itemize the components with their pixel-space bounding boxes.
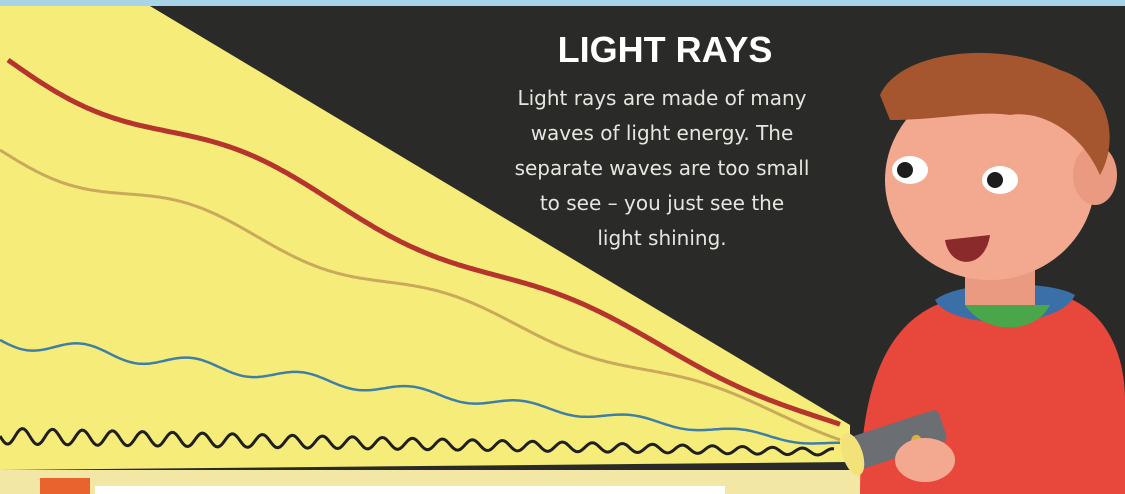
info-box: [95, 486, 725, 494]
text-line: Light rays are made of many: [517, 86, 806, 110]
text-line: to see – you just see the: [540, 191, 784, 215]
illustration: LIGHT RAYS Light rays are made of many wa…: [0, 0, 1125, 494]
top-strip: [0, 0, 1125, 6]
page: LIGHT RAYS Light rays are made of many wa…: [0, 0, 1125, 494]
title: LIGHT RAYS: [558, 29, 773, 70]
pupil: [987, 172, 1003, 188]
text-line: separate waves are too small: [515, 156, 810, 180]
pupil: [897, 162, 913, 178]
text-line: light shining.: [597, 226, 726, 250]
text-line: waves of light energy. The: [531, 121, 794, 145]
hand: [895, 438, 955, 482]
icon-badge: [40, 478, 90, 494]
